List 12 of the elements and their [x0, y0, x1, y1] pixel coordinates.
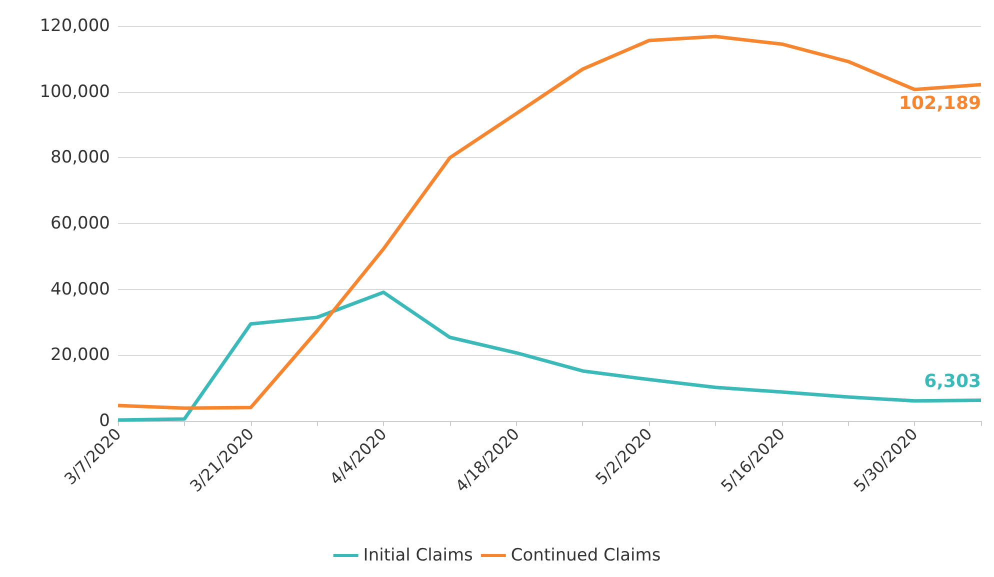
legend-label: Initial Claims — [363, 546, 474, 566]
y-tick-label: 40,000 — [50, 279, 110, 300]
data-label: 102,189 — [899, 93, 981, 114]
y-tick-label: 60,000 — [50, 214, 110, 234]
y-tick-label: 20,000 — [50, 345, 110, 366]
y-tick-label: 80,000 — [50, 148, 110, 168]
line-series — [116, 34, 983, 410]
data-label: 6,303 — [924, 370, 981, 392]
y-tick-label: 0 — [99, 411, 110, 431]
legend-label: Continued Claims — [510, 546, 661, 566]
y-tick-label: 100,000 — [40, 82, 110, 102]
y-tick-label: 120,000 — [40, 16, 110, 36]
